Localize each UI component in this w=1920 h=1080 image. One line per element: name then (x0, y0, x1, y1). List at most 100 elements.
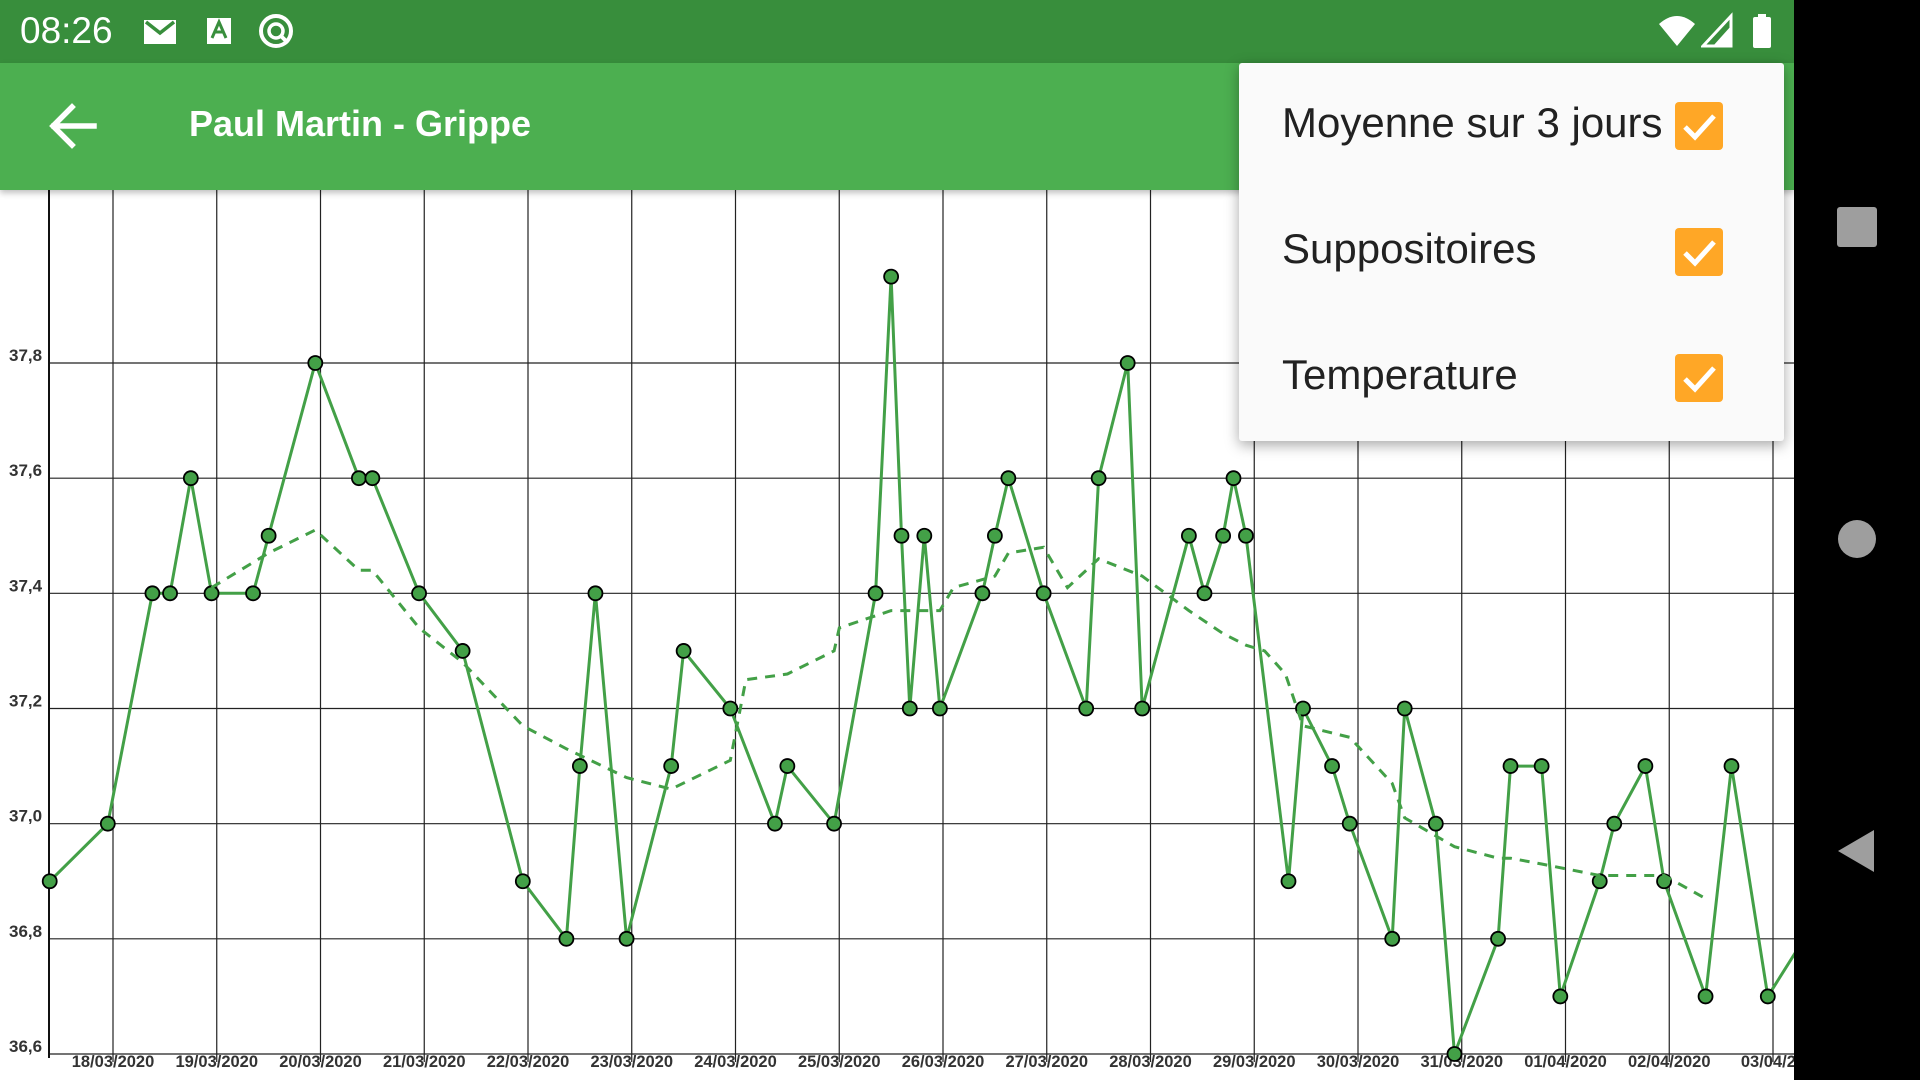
data-point[interactable] (1090, 470, 1107, 487)
menu-item-label: Temperature (1282, 351, 1518, 398)
menu-item-moyenne[interactable]: Moyenne sur 3 jours (1239, 63, 1784, 189)
data-point[interactable] (245, 585, 261, 602)
data-point[interactable] (41, 873, 58, 890)
menu-item-label: Moyenne sur 3 jours (1282, 99, 1663, 146)
data-point[interactable] (350, 470, 367, 487)
data-point[interactable] (571, 758, 588, 774)
data-point[interactable] (1215, 527, 1232, 544)
data-point[interactable] (722, 700, 739, 717)
data-point[interactable] (1000, 470, 1017, 487)
data-point[interactable] (1759, 988, 1776, 1005)
checkbox-checked-icon[interactable] (1675, 102, 1723, 150)
x-axis-ticks: 18/03/2020 19/03/2020 20/03/2020 21/03/2020… (72, 1053, 1794, 1071)
data-point[interactable] (1134, 700, 1151, 717)
data-point[interactable] (182, 470, 199, 487)
chart-grid (48, 190, 1794, 1062)
x-tick-label: 19/03/2020 (175, 1053, 258, 1071)
data-point[interactable] (144, 585, 161, 602)
pocket-icon (259, 14, 293, 48)
data-point[interactable] (260, 527, 277, 544)
data-point[interactable] (1637, 758, 1654, 774)
data-point[interactable] (779, 758, 796, 774)
x-tick-label: 03/04/20 (1741, 1053, 1794, 1071)
data-point[interactable] (99, 815, 116, 832)
data-point[interactable] (1606, 815, 1623, 832)
status-bar: 08:26 (0, 0, 1794, 63)
y-axis-ticks: 37,8 37,6 37,4 37,2 37,0 36,8 36,6 (9, 346, 43, 1056)
data-point[interactable] (1427, 815, 1444, 832)
data-point[interactable] (1341, 815, 1358, 832)
data-point[interactable] (1396, 700, 1413, 717)
data-point[interactable] (1384, 930, 1401, 947)
data-point[interactable] (454, 643, 471, 659)
data-point[interactable] (883, 268, 900, 285)
data-point[interactable] (916, 527, 933, 544)
data-point[interactable] (1697, 988, 1714, 1005)
data-point[interactable] (203, 585, 220, 602)
data-point[interactable] (1446, 1046, 1463, 1062)
data-point[interactable] (986, 527, 1003, 544)
y-tick-label: 36,6 (9, 1037, 42, 1056)
temperature-chart[interactable]: 37,837,637,437,237,036,836,6 18/03/2020 1… (0, 190, 1794, 1080)
data-point[interactable] (364, 470, 381, 487)
data-point[interactable] (931, 700, 948, 717)
data-point[interactable] (162, 585, 178, 602)
data-point[interactable] (1035, 585, 1052, 602)
back-icon[interactable] (1830, 824, 1884, 878)
data-point[interactable] (663, 758, 680, 774)
data-point[interactable] (1502, 758, 1519, 774)
recents-icon[interactable] (1830, 200, 1884, 254)
data-point[interactable] (1324, 758, 1340, 774)
x-tick-label: 30/03/2020 (1317, 1053, 1400, 1071)
status-time: 08:26 (20, 10, 113, 51)
menu-item-temperature[interactable]: Temperature (1239, 315, 1784, 441)
data-point[interactable] (1280, 873, 1297, 890)
data-point[interactable] (974, 585, 991, 602)
x-tick-label: 22/03/2020 (487, 1053, 570, 1071)
data-point[interactable] (558, 930, 575, 947)
x-tick-label: 28/03/2020 (1109, 1053, 1192, 1071)
data-point[interactable] (307, 355, 324, 371)
x-tick-label: 26/03/2020 (902, 1053, 985, 1071)
y-tick-label: 37,0 (9, 807, 42, 826)
data-point[interactable] (1180, 527, 1197, 544)
arrow-back-icon[interactable] (44, 93, 104, 159)
data-point[interactable] (1723, 758, 1740, 774)
data-point[interactable] (1225, 470, 1242, 487)
gmail-icon (144, 20, 176, 44)
menu-item-label: Suppositoires (1282, 225, 1537, 272)
app-screen: 37,8 37,6 37,4 37,2 37,0 36,8 36,6 18/03/2020 1… (0, 0, 1794, 1080)
checkbox-checked-icon[interactable] (1675, 228, 1723, 276)
data-point[interactable] (867, 585, 884, 602)
y-tick-label: 37,6 (9, 461, 42, 480)
data-point[interactable] (1533, 758, 1550, 774)
data-point[interactable] (618, 930, 635, 947)
y-tick-label: 36,8 (9, 922, 42, 941)
data-point[interactable] (767, 815, 783, 832)
data-point[interactable] (675, 643, 692, 659)
data-point[interactable] (587, 585, 604, 602)
signal-icon (1701, 12, 1733, 48)
x-tick-label: 21/03/2020 (383, 1053, 466, 1071)
data-point[interactable] (1196, 585, 1213, 602)
home-icon[interactable] (1830, 512, 1884, 566)
y-tick-label: 37,4 (9, 576, 43, 595)
data-point[interactable] (901, 700, 918, 717)
checkbox-checked-icon[interactable] (1675, 354, 1723, 402)
data-point[interactable] (1078, 700, 1095, 717)
series-line-moyenne (210, 528, 1707, 900)
data-point[interactable] (1119, 355, 1136, 371)
data-point[interactable] (514, 873, 531, 890)
series-toggle-menu: Moyenne sur 3 jours Suppositoires Temper… (1239, 63, 1784, 441)
data-point[interactable] (893, 527, 910, 544)
data-point[interactable] (1238, 527, 1254, 544)
y-tick-label: 37,2 (9, 692, 42, 711)
page-title: Paul Martin - Grippe (189, 103, 532, 144)
data-point[interactable] (826, 815, 842, 832)
menu-item-suppositoires[interactable]: Suppositoires (1239, 189, 1784, 315)
font-a-icon (207, 18, 231, 44)
data-point[interactable] (1490, 930, 1506, 947)
x-tick-label: 31/03/2020 (1420, 1053, 1503, 1071)
data-point[interactable] (1552, 988, 1569, 1005)
data-point[interactable] (411, 585, 427, 602)
